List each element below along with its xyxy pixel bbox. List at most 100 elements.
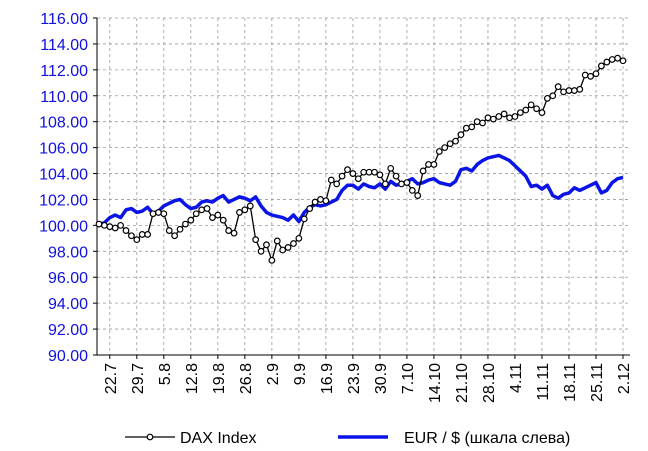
x-tick-label: 12.8 — [184, 363, 201, 394]
x-tick-label: 4.11 — [508, 363, 525, 393]
y-tick-label: 106.00 — [39, 141, 88, 158]
point — [219, 216, 227, 224]
point — [430, 161, 438, 168]
point — [543, 94, 551, 102]
point — [435, 148, 443, 155]
point — [203, 205, 211, 212]
point — [479, 119, 486, 127]
legend-label: DAX Index — [180, 430, 256, 447]
point — [149, 210, 157, 218]
x-tick-label: 30.9 — [373, 363, 390, 394]
point — [95, 220, 103, 228]
point — [581, 71, 589, 79]
point — [414, 192, 422, 199]
x-tick-label: 5.8 — [157, 363, 174, 385]
point — [252, 236, 260, 244]
point — [408, 186, 416, 194]
point — [106, 223, 114, 231]
y-tick-label: 100.00 — [39, 218, 88, 235]
legend-marker — [146, 433, 154, 441]
y-tick-label: 102.00 — [39, 192, 88, 209]
point — [376, 171, 384, 179]
point — [138, 231, 146, 238]
x-tick-label: 16.9 — [319, 363, 336, 394]
point — [425, 161, 432, 168]
point — [468, 123, 476, 131]
point — [101, 221, 108, 229]
y-tick-label: 96.00 — [48, 270, 88, 287]
point — [214, 211, 222, 219]
x-tick-label: 11.11 — [535, 363, 552, 401]
point — [365, 168, 373, 176]
point — [446, 140, 454, 148]
point — [549, 92, 557, 100]
point — [198, 206, 206, 214]
point — [371, 168, 378, 176]
y-tick-label: 104.00 — [39, 167, 88, 184]
point — [182, 220, 189, 228]
legend-label: EUR / $ (шкала слева) — [404, 430, 570, 447]
y-tick-label: 110.00 — [40, 89, 88, 106]
point — [398, 180, 405, 188]
point — [565, 87, 573, 94]
point — [527, 101, 535, 109]
point — [317, 196, 324, 203]
point — [327, 176, 335, 184]
point — [117, 221, 125, 229]
point — [522, 106, 530, 114]
point — [144, 231, 152, 238]
y-tick-label: 108.00 — [39, 115, 88, 132]
point — [360, 168, 368, 176]
point — [225, 227, 233, 234]
point — [603, 58, 611, 66]
point — [344, 166, 351, 174]
point — [381, 180, 389, 188]
point — [419, 167, 427, 175]
y-tick-label: 92.00 — [48, 322, 88, 339]
y-tick-label: 114.00 — [40, 37, 88, 54]
point — [111, 224, 119, 232]
point — [268, 256, 276, 264]
point — [484, 114, 492, 122]
point — [473, 118, 481, 126]
point — [516, 109, 524, 117]
point — [241, 206, 249, 214]
point — [236, 209, 243, 216]
point — [387, 164, 395, 172]
y-tick-label: 112.00 — [40, 63, 88, 80]
point — [457, 131, 465, 139]
x-tick-label: 21.10 — [454, 363, 471, 403]
x-tick-label: 7.10 — [400, 363, 417, 394]
x-tick-label: 28.10 — [481, 363, 498, 403]
point — [392, 172, 400, 180]
point — [354, 175, 362, 183]
point — [176, 225, 184, 233]
point — [209, 214, 216, 222]
y-tick-label: 94.00 — [48, 296, 88, 313]
point — [263, 241, 270, 249]
point — [597, 62, 605, 70]
point — [452, 137, 459, 145]
point — [122, 227, 130, 234]
point — [570, 87, 578, 94]
point — [187, 216, 195, 224]
point — [290, 240, 297, 247]
x-tick-label: 29.7 — [130, 363, 147, 394]
point — [349, 170, 357, 177]
point — [128, 232, 135, 240]
point — [284, 244, 292, 251]
x-tick-label: 22.7 — [103, 363, 120, 394]
point — [257, 247, 265, 255]
point — [279, 246, 287, 254]
point — [273, 237, 281, 245]
x-tick-label: 25.11 — [589, 363, 606, 402]
point — [462, 124, 470, 132]
x-tick-label: 23.9 — [346, 363, 363, 394]
point — [192, 210, 200, 218]
point — [619, 57, 627, 65]
x-tick-label: 26.8 — [238, 363, 255, 394]
point — [295, 234, 303, 242]
point — [230, 229, 238, 237]
point — [592, 70, 600, 78]
